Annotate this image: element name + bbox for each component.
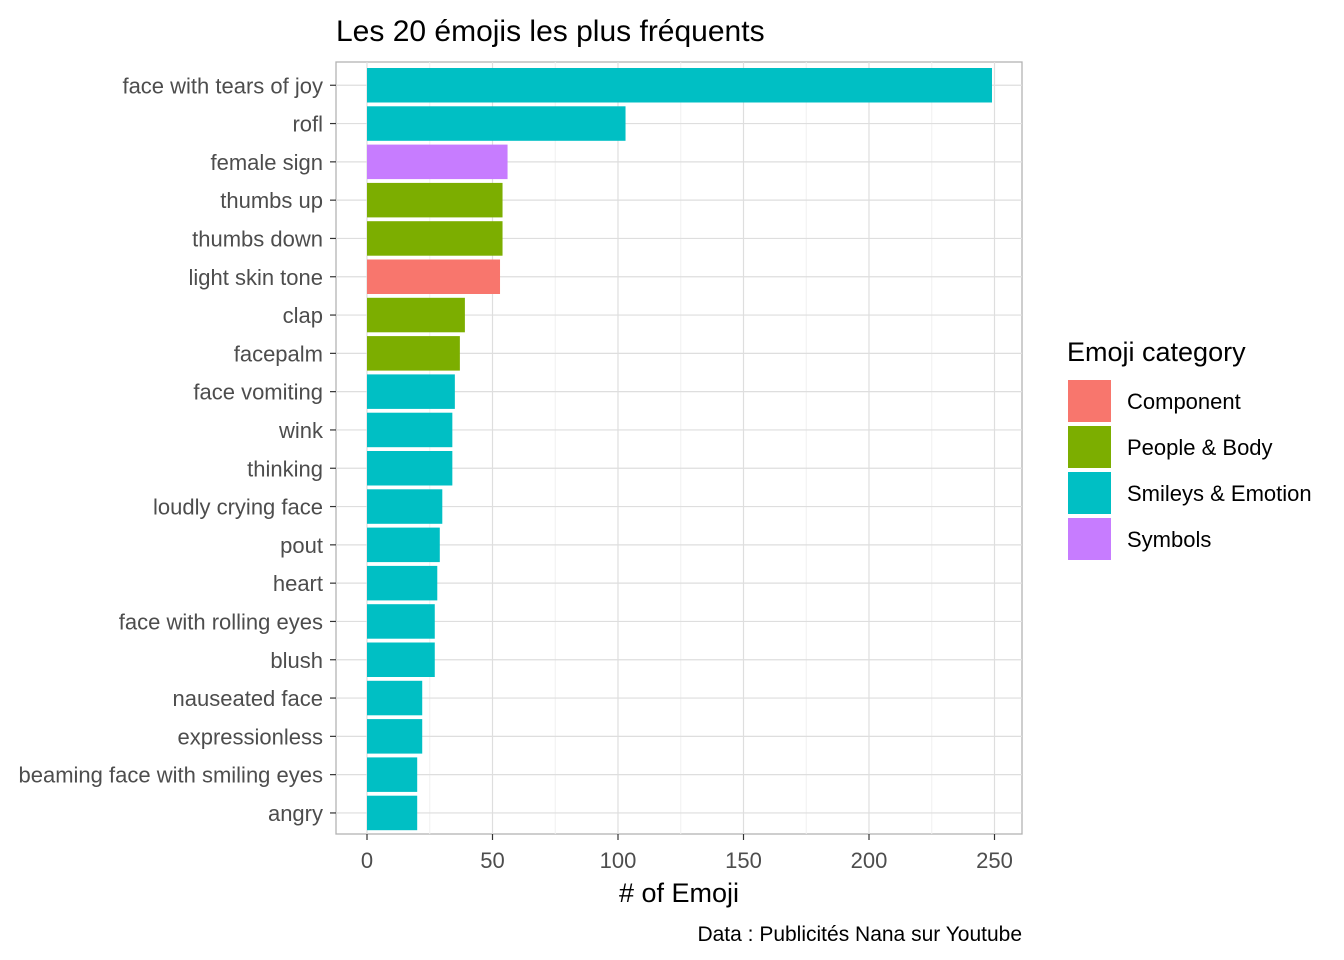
y-tick-label-thumbs-down: thumbs down [192, 226, 323, 251]
bar-loudly-crying-face [367, 489, 443, 524]
y-tick-label-pout: pout [280, 533, 323, 558]
bar-expressionless [367, 719, 423, 754]
y-tick-label-light-skin-tone: light skin tone [188, 265, 323, 290]
y-tick-label-heart: heart [273, 571, 323, 596]
bar-pout [367, 527, 440, 563]
y-tick-label-rofl: rofl [292, 112, 323, 137]
bar-blush [367, 642, 435, 677]
bar-face-vomiting [367, 374, 455, 409]
chart-title: Les 20 émojis les plus fréquents [336, 15, 765, 48]
legend-swatch-component [1068, 380, 1111, 422]
legend-title: Emoji category [1067, 337, 1246, 367]
legend-items: Component People & Body Smileys & Emotion S… [1068, 380, 1312, 560]
y-axis-labels: face with tears of joy rofl female sign thu… [19, 73, 336, 826]
x-tick-label-100: 100 [600, 848, 637, 873]
y-tick-label-angry: angry [268, 801, 323, 826]
bar-nauseated-face [367, 680, 423, 716]
y-tick-label-blush: blush [270, 648, 323, 673]
y-tick-label-face-with-rolling-eyes: face with rolling eyes [119, 609, 323, 634]
x-tick-label-0: 0 [361, 848, 373, 873]
legend: Emoji category Component People & Body Smi… [1067, 337, 1312, 560]
x-tick-label-50: 50 [480, 848, 504, 873]
chart-caption: Data : Publicités Nana sur Youtube [697, 923, 1022, 946]
bar-thumbs-down [367, 221, 503, 256]
x-axis-ticks: 0 50 100 150 200 250 [361, 834, 1013, 873]
y-tick-label-nauseated-face: nauseated face [173, 686, 323, 711]
x-tick-label-200: 200 [851, 848, 888, 873]
legend-label-smileys-and-emotion: Smileys & Emotion [1127, 481, 1312, 506]
bar-wink [367, 412, 453, 448]
x-tick-label-250: 250 [976, 848, 1013, 873]
legend-label-people-and-body: People & Body [1127, 435, 1273, 460]
bar-rofl [367, 106, 626, 141]
y-tick-label-clap: clap [283, 303, 323, 328]
legend-label-component: Component [1127, 389, 1241, 414]
y-tick-label-face-with-tears-of-joy: face with tears of joy [122, 73, 323, 98]
y-tick-label-face-vomiting: face vomiting [193, 380, 323, 405]
bar-beaming-face-with-smiling-eyes [367, 757, 418, 792]
bar-female-sign [367, 144, 508, 180]
x-tick-label-150: 150 [725, 848, 762, 873]
legend-swatch-people-and-body [1068, 426, 1111, 468]
bar-angry [367, 795, 418, 831]
y-tick-label-expressionless: expressionless [177, 724, 323, 749]
bar-face-with-rolling-eyes [367, 604, 435, 639]
y-tick-label-beaming-face-with-smiling-eyes: beaming face with smiling eyes [19, 763, 323, 788]
bar-clap [367, 297, 465, 333]
y-tick-label-thinking: thinking [247, 456, 323, 481]
bar-thinking [367, 451, 453, 486]
bars-layer [367, 68, 992, 831]
y-tick-label-facepalm: facepalm [234, 341, 323, 366]
legend-swatch-symbols [1068, 518, 1111, 560]
legend-label-symbols: Symbols [1127, 527, 1211, 552]
bar-thumbs-up [367, 182, 503, 218]
y-tick-label-wink: wink [278, 418, 324, 443]
bar-light-skin-tone [367, 259, 501, 294]
y-tick-label-female-sign: female sign [210, 150, 323, 175]
y-tick-label-thumbs-up: thumbs up [220, 188, 323, 213]
x-axis-title: # of Emoji [619, 878, 739, 908]
bar-heart [367, 565, 438, 601]
bar-facepalm [367, 336, 460, 371]
legend-swatch-smileys-and-emotion [1068, 472, 1111, 514]
bar-face-with-tears-of-joy [367, 68, 992, 103]
y-tick-label-loudly-crying-face: loudly crying face [153, 495, 323, 520]
